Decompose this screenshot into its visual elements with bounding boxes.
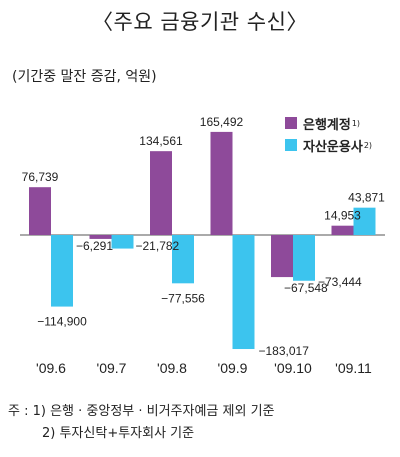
bar-bank-4 <box>271 235 293 278</box>
legend-label-bank: 은행계정 <box>303 117 351 133</box>
bar-asset-2 <box>172 235 194 284</box>
bar-asset-4 <box>293 235 315 281</box>
bar-bank-1 <box>89 235 112 239</box>
bar-bank-3 <box>210 131 233 235</box>
bar-asset-1 <box>111 235 134 249</box>
legend-swatch-asset <box>285 139 297 151</box>
legend-label-asset: 자산운용사 <box>303 139 363 155</box>
data-label-asset-5: 43,871 <box>348 191 385 205</box>
legend-note-mark-bank: 1) <box>351 118 361 128</box>
bar-bank-0 <box>29 187 51 235</box>
bar-asset-5 <box>353 207 376 235</box>
bar-chart: 76,739 −114,900 −6,291 −21,782 134,561 −77,55… <box>20 115 385 376</box>
data-label-bank-0: 76,739 <box>22 170 59 184</box>
data-label-asset-3: −183,017 <box>259 344 310 358</box>
data-label-asset-2: −77,556 <box>161 291 205 305</box>
data-label-bank-3: 165,492 <box>200 115 244 129</box>
footnote-1: 주 : 1) 은행 · 중앙정부 · 비거주자예금 제외 기준 <box>8 404 275 419</box>
category-label-3: '09.9 <box>218 360 248 376</box>
legend-item-bank: 은행계정 1) <box>285 112 372 134</box>
data-label-bank-1: −6,291 <box>76 239 113 253</box>
bar-asset-3 <box>232 235 255 350</box>
category-label-1: '09.7 <box>97 360 127 376</box>
footnotes: 주 : 1) 은행 · 중앙정부 · 비거주자예금 제외 기준 2) 투자신탁+… <box>8 401 275 445</box>
category-label-2: '09.8 <box>157 360 187 376</box>
data-label-bank-5: 14,953 <box>324 209 361 223</box>
legend-note-mark-asset: 2) <box>363 140 373 150</box>
data-label-bank-2: 134,561 <box>139 134 183 148</box>
data-label-asset-1: −21,782 <box>136 239 180 253</box>
data-label-bank-4: −67,548 <box>284 281 328 295</box>
data-label-asset-0: −114,900 <box>37 315 87 329</box>
data-label-asset-4: −73,444 <box>318 275 362 289</box>
category-label-0: '09.6 <box>36 360 66 376</box>
legend-swatch-bank <box>285 117 297 129</box>
unit-label: (기간중 말잔 증감, 억원) <box>12 69 157 85</box>
legend: 은행계정 1) 자산운용사 2) <box>285 112 372 156</box>
legend-item-asset: 자산운용사 2) <box>285 134 372 156</box>
bar-bank-2 <box>150 151 172 235</box>
bar-asset-0 <box>51 235 73 307</box>
category-label-4: '09.10 <box>274 360 312 376</box>
chart-title: 〈주요 금융기관 수신〉 <box>92 10 308 34</box>
footnote-2: 2) 투자신탁+투자회사 기준 <box>42 426 195 441</box>
category-label-5: '09.11 <box>335 360 372 376</box>
bar-bank-5 <box>331 225 354 235</box>
